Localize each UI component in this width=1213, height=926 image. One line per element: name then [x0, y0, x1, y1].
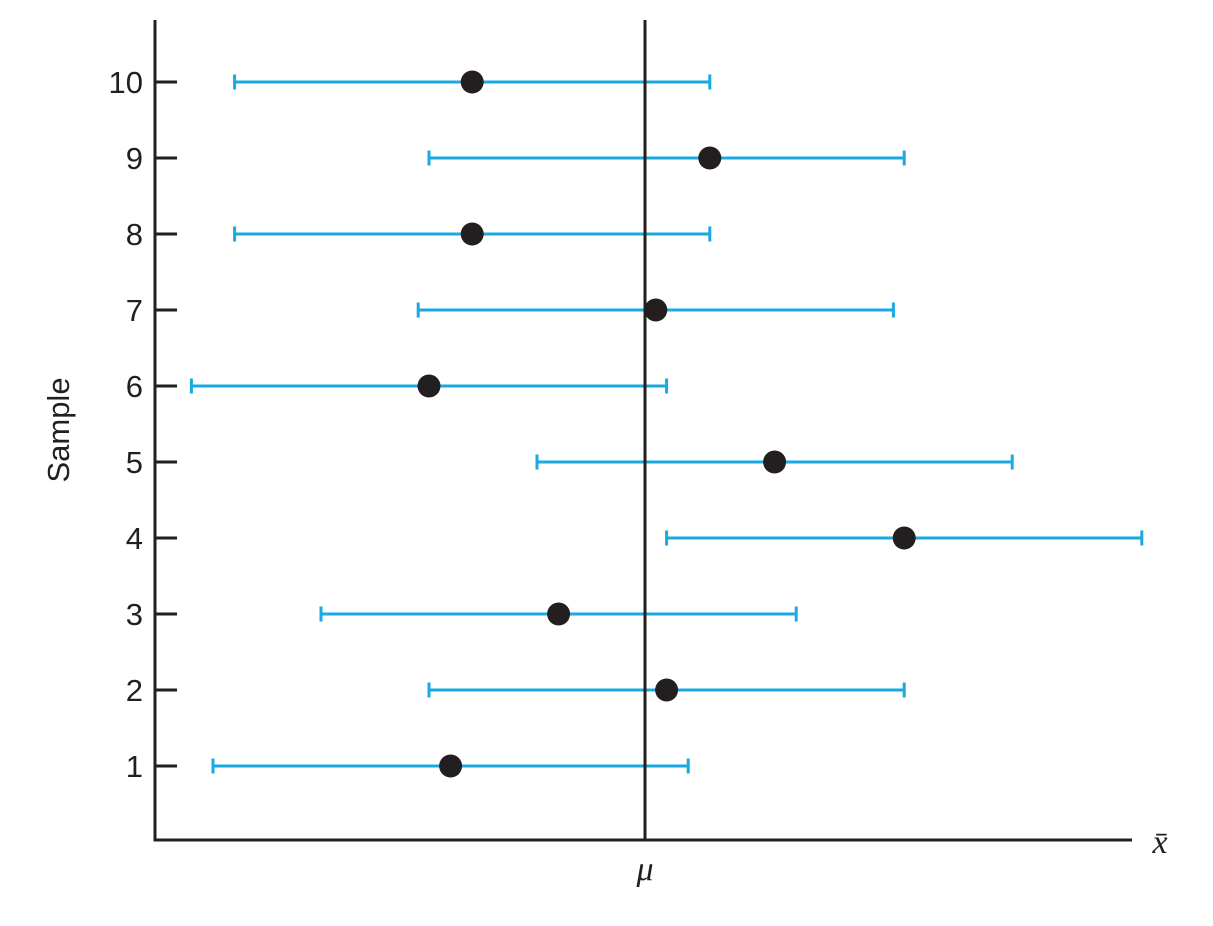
sample-10-interval: [233, 70, 712, 94]
sample-mean-point: [698, 146, 722, 170]
y-tick-label-5: 5: [126, 445, 143, 480]
sample-mean-point: [460, 70, 484, 94]
sample-7-interval: [416, 298, 895, 322]
y-tick-label-4: 4: [126, 521, 143, 556]
sample-9-interval: [427, 146, 906, 170]
x-axis-title: x̄: [1151, 824, 1167, 861]
sample-8-interval: [233, 222, 712, 246]
sample-mean-point: [655, 678, 679, 702]
y-tick-label-6: 6: [126, 369, 143, 404]
sample-mean-point: [763, 450, 787, 474]
y-tick-label-7: 7: [126, 293, 143, 328]
y-tick-label-1: 1: [126, 749, 143, 784]
sample-5-interval: [535, 450, 1014, 474]
sample-3-interval: [319, 602, 798, 626]
sample-mean-point: [439, 754, 463, 778]
mu-label: μ: [635, 851, 653, 888]
y-tick-label-3: 3: [126, 597, 143, 632]
plot-area: [189, 70, 1144, 778]
sample-mean-point: [460, 222, 484, 246]
sample-4-interval: [665, 526, 1144, 550]
sample-mean-point: [547, 602, 571, 626]
sample-mean-point: [892, 526, 916, 550]
sample-1-interval: [211, 754, 690, 778]
y-tick-label-9: 9: [126, 141, 143, 176]
sample-6-interval: [189, 374, 669, 398]
sample-mean-point: [417, 374, 441, 398]
y-tick-label-8: 8: [126, 217, 143, 252]
y-axis-title: Sample: [41, 377, 76, 482]
y-tick-label-2: 2: [126, 673, 143, 708]
sample-mean-point: [644, 298, 668, 322]
sample-2-interval: [427, 678, 906, 702]
y-axis-ticks: 1 2 3 4 5 6 7 8 9 10: [109, 65, 177, 784]
y-tick-label-10: 10: [109, 65, 143, 100]
